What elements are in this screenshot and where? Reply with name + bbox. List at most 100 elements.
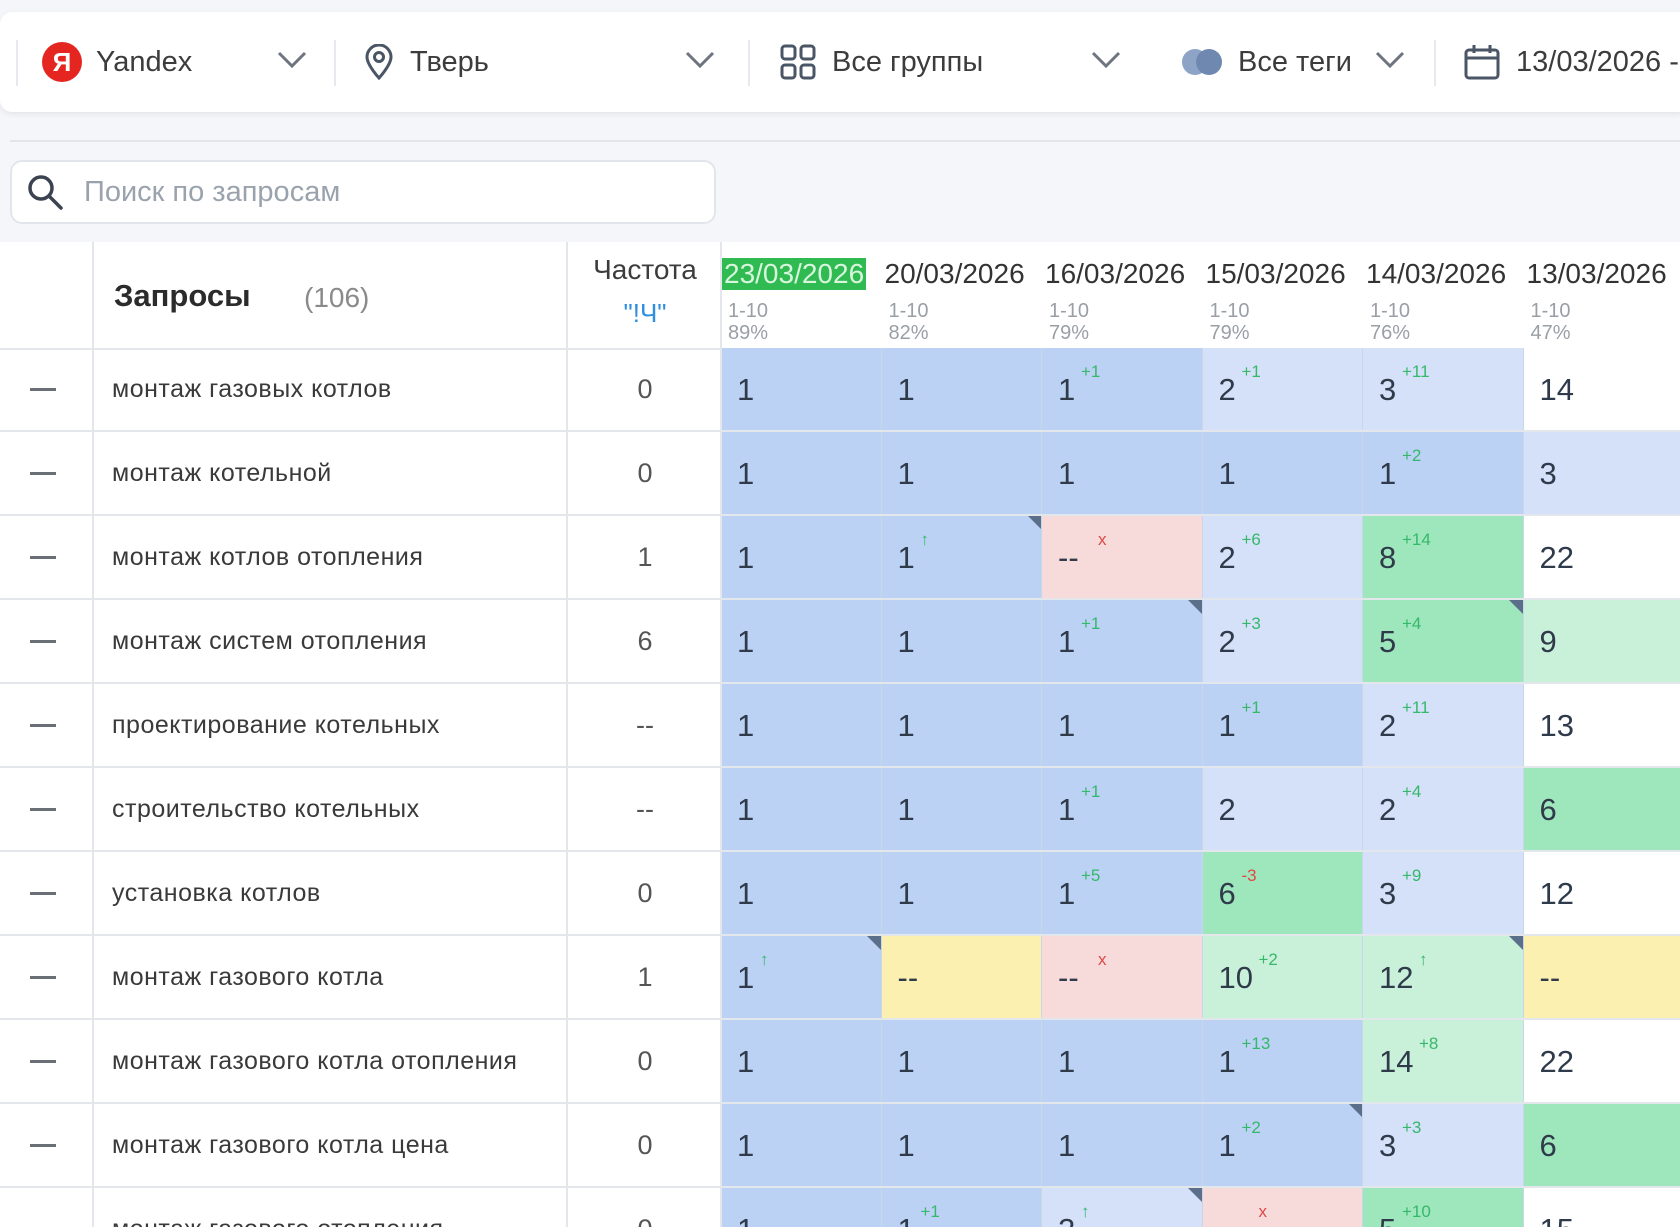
position-cell[interactable]: 1 xyxy=(720,1188,881,1227)
collapse-icon[interactable] xyxy=(30,556,56,559)
position-cell[interactable]: 2 +1 xyxy=(1201,348,1363,430)
frequency-type-link[interactable]: "!Ч" xyxy=(623,298,667,328)
position-cell[interactable]: 3 xyxy=(1522,432,1680,514)
query-text[interactable]: монтаж котельной xyxy=(112,459,332,487)
position-cell[interactable]: 1 xyxy=(880,1020,1042,1102)
collapse-icon[interactable] xyxy=(30,724,56,727)
region-select[interactable]: Тверь xyxy=(364,12,489,112)
position-cell[interactable]: 2↑ xyxy=(1041,1188,1202,1227)
position-cell[interactable]: 1 +1 xyxy=(1041,768,1202,850)
query-text[interactable]: установка котлов xyxy=(112,879,321,907)
position-cell[interactable]: 1 +2 xyxy=(1362,432,1523,514)
position-cell[interactable]: 1 xyxy=(1041,1020,1202,1102)
search-input[interactable] xyxy=(82,174,686,210)
groups-select[interactable]: Все группы xyxy=(780,12,983,112)
collapse-icon[interactable] xyxy=(30,1144,56,1147)
position-cell[interactable]: 5 +4 xyxy=(1362,600,1523,682)
frequency-column-title[interactable]: Частота xyxy=(593,254,697,285)
query-text[interactable]: монтаж систем отопления xyxy=(112,627,428,655)
position-cell[interactable]: 1 xyxy=(880,852,1042,934)
search-engine-select[interactable]: Я Yandex xyxy=(42,12,192,112)
position-cell[interactable]: 1 ↑ xyxy=(720,936,881,1018)
position-cell[interactable]: 1 xyxy=(720,348,881,430)
table-row[interactable]: монтаж систем отопления 6 1 1 1 +1 2 +3 5 +4 9 xyxy=(0,600,1680,684)
table-row[interactable]: установка котлов 0 1 1 1 +5 6 -3 3 +9 12 xyxy=(0,852,1680,936)
position-cell[interactable]: 22 xyxy=(1522,516,1680,598)
position-cell[interactable]: 1 xyxy=(880,600,1042,682)
date-column-header[interactable]: 20/03/2026 1-10 82% xyxy=(883,242,1043,348)
position-cell[interactable]: 1 xyxy=(1041,432,1202,514)
position-cell[interactable]: -- xyxy=(880,936,1042,1018)
position-cell[interactable]: 14 +8 xyxy=(1362,1020,1523,1102)
position-cell[interactable]: 1 +1 xyxy=(1041,348,1202,430)
position-cell[interactable]: 1 xyxy=(1041,684,1202,766)
position-cell[interactable]: 1 xyxy=(880,348,1042,430)
collapse-icon[interactable] xyxy=(30,808,56,811)
position-cell[interactable]: 14 xyxy=(1522,348,1680,430)
collapse-icon[interactable] xyxy=(30,472,56,475)
query-text[interactable]: монтаж котлов отопления xyxy=(112,543,424,571)
table-row[interactable]: строительство котельных -- 1 1 1 +1 2 2 +4 6 xyxy=(0,768,1680,852)
table-row[interactable]: монтаж газового котла отопления 0 1 1 1 1 +13 1… xyxy=(0,1020,1680,1104)
query-text[interactable]: строительство котельных xyxy=(112,795,420,823)
position-cell[interactable]: 1 +2 xyxy=(1201,1104,1363,1186)
query-text[interactable]: монтаж газового отопления xyxy=(112,1188,562,1227)
position-cell[interactable]: 2 +4 xyxy=(1362,768,1523,850)
query-text[interactable]: проектирование котельных xyxy=(112,711,440,739)
position-cell[interactable]: 6 -3 xyxy=(1201,852,1363,934)
position-cell[interactable]: 1 xyxy=(720,1104,881,1186)
collapse-icon[interactable] xyxy=(30,640,56,643)
collapse-icon[interactable] xyxy=(30,976,56,979)
date-column-header[interactable]: 16/03/2026 1-10 79% xyxy=(1043,242,1203,348)
table-row[interactable]: монтаж газового котла цена 0 1 1 1 1 +2 3 +3 6 xyxy=(0,1104,1680,1188)
position-cell[interactable]: 1 xyxy=(720,684,881,766)
position-cell[interactable]: 1 xyxy=(1201,432,1363,514)
chevron-down-icon[interactable] xyxy=(684,50,716,70)
position-cell[interactable]: 2 +11 xyxy=(1362,684,1523,766)
position-cell[interactable]: 1 xyxy=(880,684,1042,766)
position-cell[interactable]: 1 xyxy=(1041,1104,1202,1186)
position-cell[interactable]: -- x xyxy=(1201,1188,1363,1227)
position-cell[interactable]: 3 +11 xyxy=(1362,348,1523,430)
query-text[interactable]: монтаж газового котла цена xyxy=(112,1131,449,1159)
position-cell[interactable]: 1 ↑ xyxy=(880,516,1042,598)
position-cell[interactable]: 22 xyxy=(1522,1020,1680,1102)
table-row[interactable]: проектирование котельных -- 1 1 1 1 +1 2 +11 13 xyxy=(0,684,1680,768)
position-cell[interactable]: -- x xyxy=(1041,936,1202,1018)
chevron-down-icon[interactable] xyxy=(1090,50,1122,70)
position-cell[interactable]: 1 xyxy=(720,1020,881,1102)
position-cell[interactable]: 1 xyxy=(880,768,1042,850)
table-row[interactable]: монтаж газового котла 1 1 ↑ -- -- x 10 +2 12 ↑ -- xyxy=(0,936,1680,1020)
chevron-down-icon[interactable] xyxy=(276,50,308,70)
position-cell[interactable]: 2 +3 xyxy=(1201,600,1363,682)
position-cell[interactable]: -- x xyxy=(1041,516,1202,598)
collapse-icon[interactable] xyxy=(30,892,56,895)
position-cell[interactable]: 1 +1 xyxy=(880,1188,1042,1227)
position-cell[interactable]: 13 xyxy=(1522,684,1680,766)
position-cell[interactable]: 1 xyxy=(880,1104,1042,1186)
query-text[interactable]: монтаж газового котла отопления xyxy=(112,1047,518,1075)
date-column-header[interactable]: 13/03/2026 1-10 47% xyxy=(1525,242,1680,348)
position-cell[interactable]: 15 xyxy=(1522,1188,1680,1227)
position-cell[interactable]: 3 +9 xyxy=(1362,852,1523,934)
position-cell[interactable]: 10 +2 xyxy=(1201,936,1363,1018)
position-cell[interactable]: 3 +3 xyxy=(1362,1104,1523,1186)
position-cell[interactable]: 2 +6 xyxy=(1201,516,1363,598)
position-cell[interactable]: 1 +1 xyxy=(1201,684,1363,766)
position-cell[interactable]: 2 xyxy=(1201,768,1363,850)
position-cell[interactable]: 5 +10 xyxy=(1362,1188,1523,1227)
date-range-picker[interactable]: 13/03/2026 - xyxy=(1464,12,1679,112)
collapse-icon[interactable] xyxy=(30,1060,56,1063)
position-cell[interactable]: 1 xyxy=(720,852,881,934)
queries-column-title[interactable]: Запросы xyxy=(114,278,251,313)
query-text[interactable]: монтаж газового котла xyxy=(112,963,384,991)
chevron-down-icon[interactable] xyxy=(1374,50,1406,70)
position-cell[interactable]: -- xyxy=(1522,936,1680,1018)
collapse-icon[interactable] xyxy=(30,388,56,391)
position-cell[interactable]: 6 xyxy=(1522,768,1680,850)
position-cell[interactable]: 12 ↑ xyxy=(1362,936,1523,1018)
table-row[interactable]: монтаж газовых котлов 0 1 1 1 +1 2 +1 3 +11 14 xyxy=(0,348,1680,432)
query-text[interactable]: монтаж газовых котлов xyxy=(112,375,392,403)
date-column-header[interactable]: 23/03/2026 1-10 89% xyxy=(722,242,882,348)
position-cell[interactable]: 1 +5 xyxy=(1041,852,1202,934)
